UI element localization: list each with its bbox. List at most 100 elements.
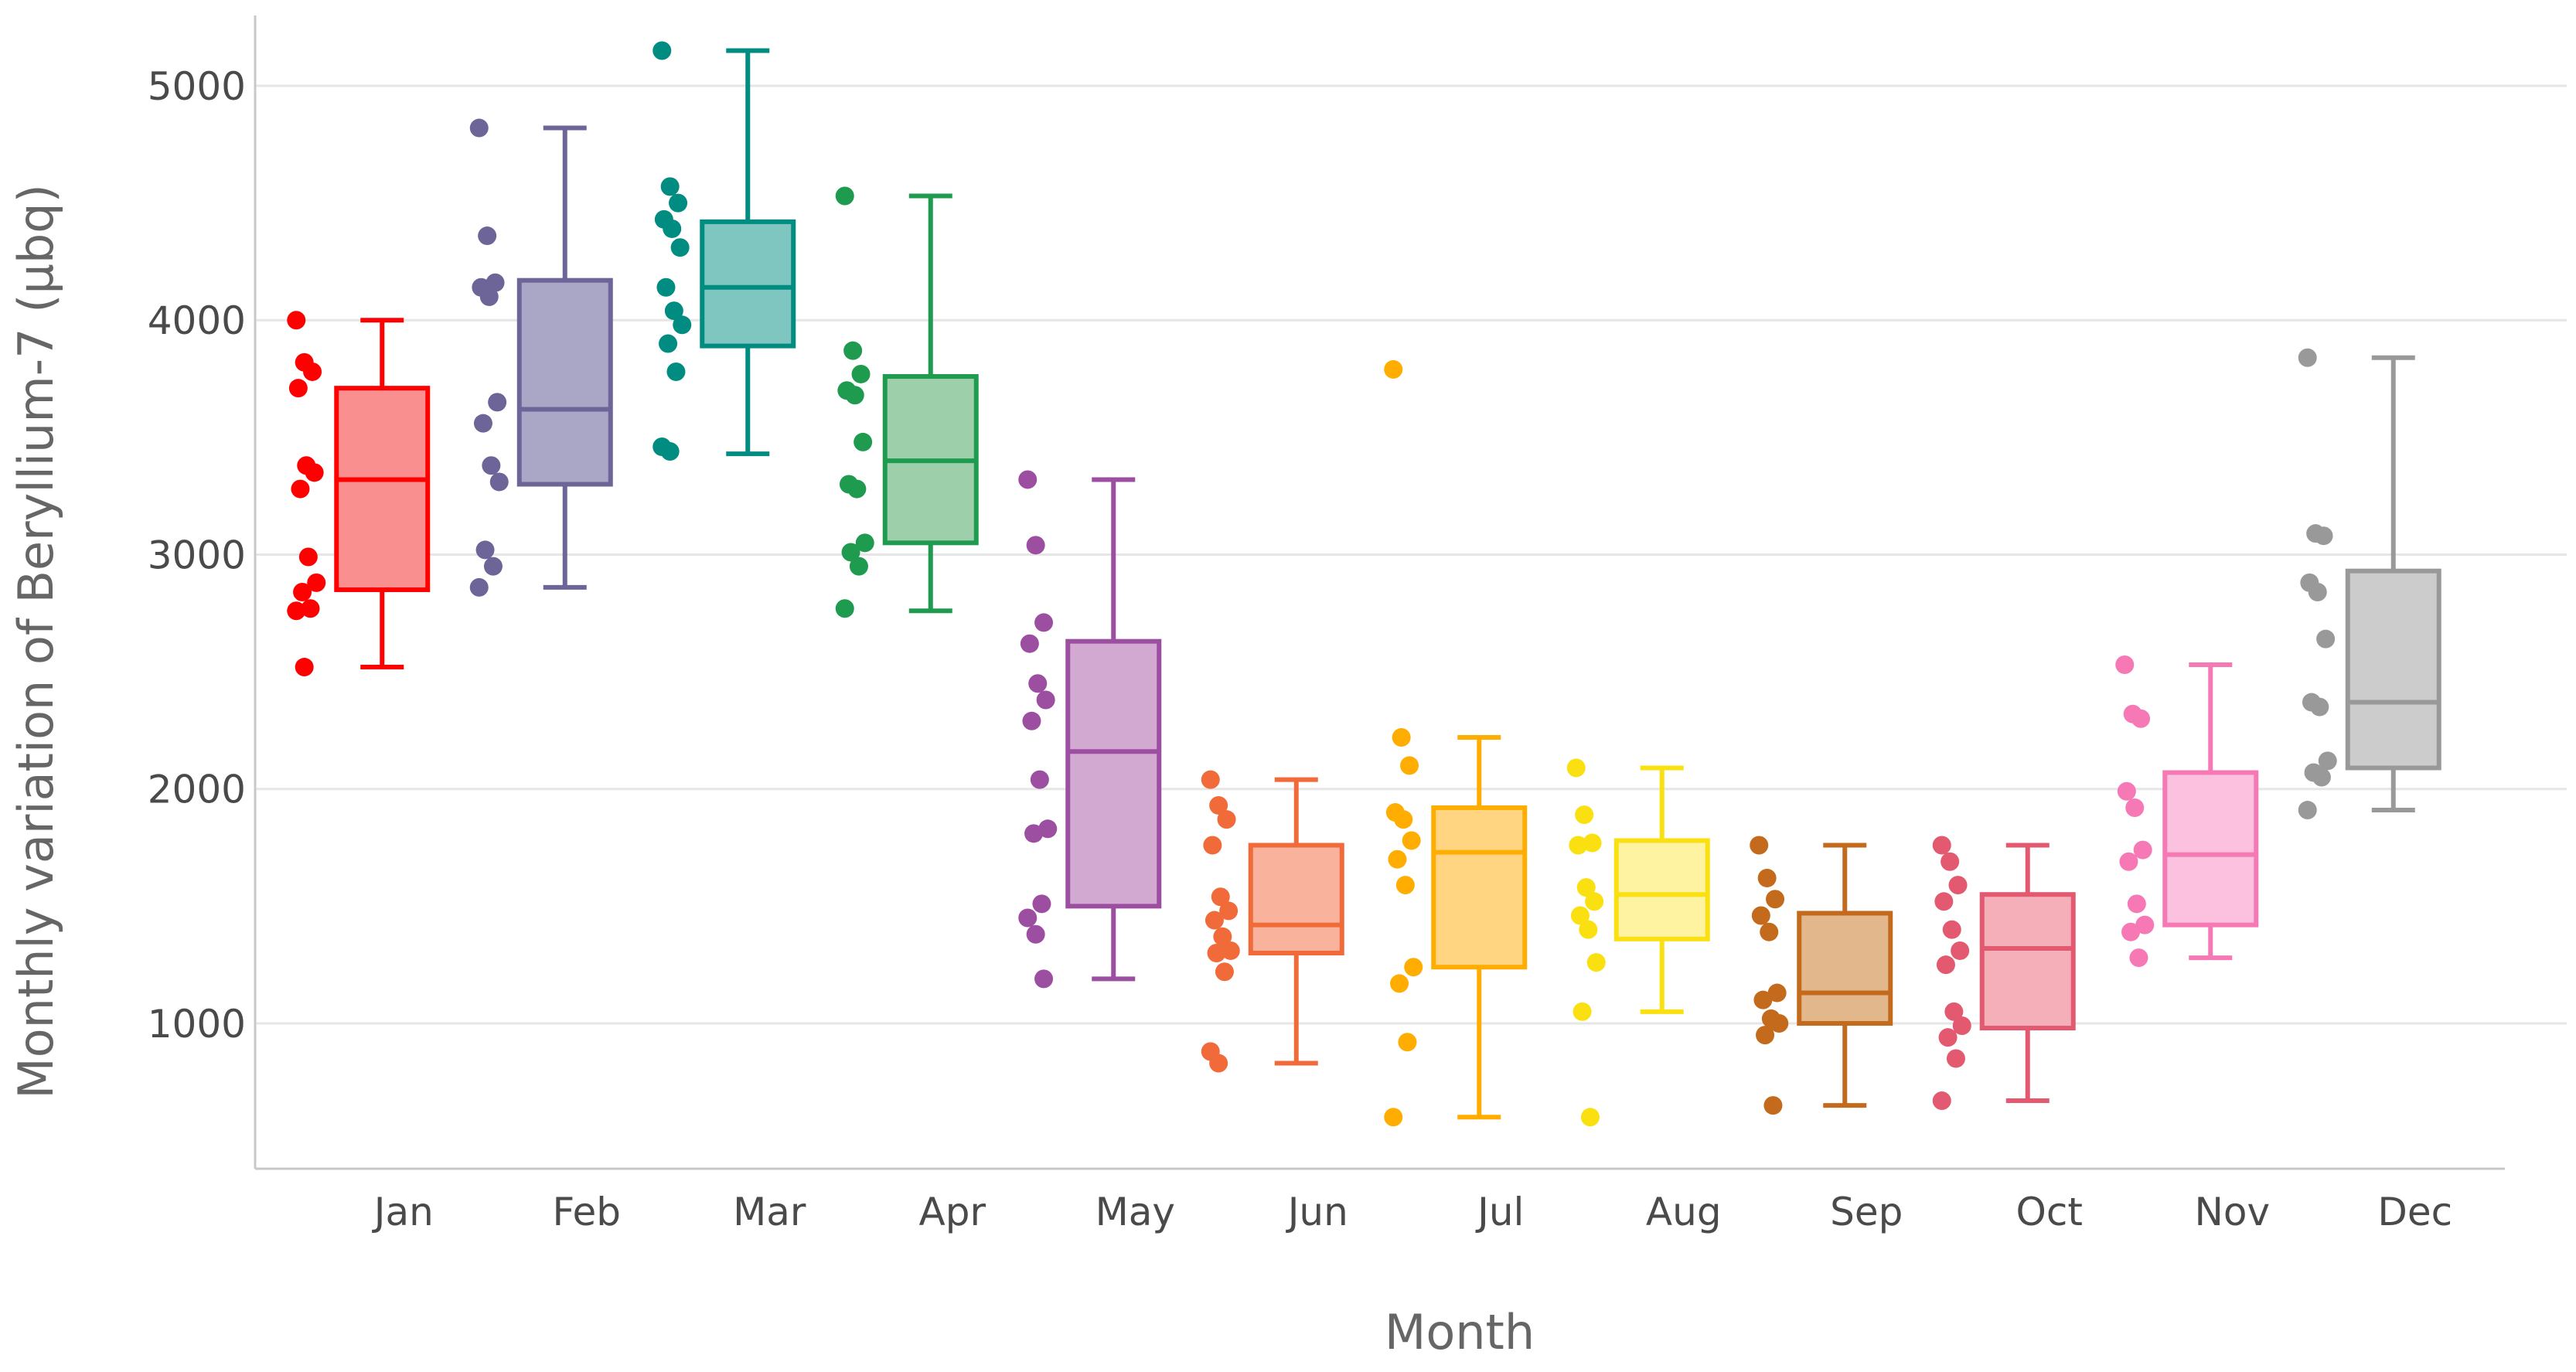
box-jan [334, 318, 431, 670]
x-tick-label-apr: Apr [919, 1190, 986, 1234]
box-may [1065, 477, 1162, 982]
point-dec [2318, 751, 2337, 771]
point-jan [307, 573, 326, 592]
box-aug [1613, 765, 1710, 1014]
point-oct [1944, 1002, 1964, 1021]
x-tick-label-oct: Oct [2016, 1190, 2083, 1234]
point-feb [475, 540, 495, 560]
point-aug [1570, 906, 1590, 925]
point-feb [469, 577, 489, 597]
y-tick-label: 2000 [148, 768, 246, 812]
point-may [1026, 924, 1045, 944]
point-jul [1402, 831, 1421, 850]
point-jul [1398, 1033, 1417, 1052]
point-oct [1938, 1028, 1958, 1047]
point-nov [2119, 852, 2138, 871]
point-may [1018, 470, 1038, 489]
box-iqr-oct [1979, 892, 2076, 1031]
point-may [1036, 690, 1055, 710]
point-mar [660, 177, 680, 196]
point-jul [1388, 849, 1407, 869]
point-may [1018, 908, 1038, 928]
point-jun [1209, 1054, 1228, 1073]
box-iqr-aug [1613, 838, 1710, 941]
point-may [1020, 634, 1039, 653]
point-may [1028, 674, 1048, 693]
x-tick-label-sep: Sep [1830, 1190, 1903, 1234]
point-apr [845, 386, 864, 405]
point-nov [2129, 948, 2148, 968]
point-sep [1756, 1026, 1775, 1045]
point-jan [303, 362, 322, 381]
point-mar [653, 41, 672, 60]
axes [254, 15, 2505, 1170]
box-nov [2162, 662, 2259, 961]
point-feb [479, 287, 499, 306]
point-dec [2316, 629, 2336, 649]
point-may [1022, 711, 1041, 730]
point-jun [1209, 795, 1228, 815]
point-jul [1404, 958, 1423, 977]
point-apr [835, 186, 854, 206]
y-tick-labels: 1000 2000 3000 4000 5000 [148, 64, 246, 1047]
box-iqr-sep [1797, 911, 1893, 1026]
point-jan [291, 479, 310, 499]
point-dec [2308, 583, 2327, 601]
x-tick-label-jun: Jun [1286, 1190, 1348, 1234]
point-dec [2312, 768, 2331, 787]
point-may [1030, 770, 1049, 789]
point-mar [669, 193, 688, 213]
point-aug [1583, 833, 1602, 853]
y-tick-label: 5000 [148, 64, 246, 109]
box-iqr-jul [1431, 805, 1528, 970]
box-iqr-may [1065, 638, 1162, 909]
point-jan [287, 311, 306, 330]
point-may [1024, 824, 1044, 843]
point-feb [478, 226, 497, 246]
point-jan [287, 601, 306, 621]
point-jun [1205, 911, 1224, 930]
point-sep [1767, 983, 1787, 1003]
point-oct [1942, 920, 1961, 939]
box-iqr-feb [516, 277, 613, 487]
point-jul [1384, 1108, 1403, 1127]
box-apr [882, 193, 979, 614]
point-nov [2127, 894, 2146, 914]
point-jul [1392, 728, 1411, 747]
point-aug [1566, 758, 1586, 778]
data-points [287, 41, 2337, 1127]
point-mar [664, 301, 683, 321]
point-apr [847, 479, 867, 499]
x-tick-labels: Jan Feb Mar Apr May Jun Jul Aug Sep Oct Nov Dec [372, 1190, 2452, 1234]
point-apr [841, 543, 860, 562]
point-may [1032, 894, 1051, 914]
point-nov [2135, 915, 2155, 935]
point-jun [1221, 941, 1240, 960]
point-dec [2298, 348, 2317, 367]
box-jun [1248, 777, 1344, 1066]
point-oct [1936, 955, 1955, 975]
point-mar [656, 277, 676, 297]
y-tick-label: 4000 [148, 298, 246, 343]
box-dec [2345, 355, 2441, 813]
x-tick-label-mar: Mar [733, 1190, 806, 1234]
point-may [1034, 969, 1054, 989]
point-mar [659, 334, 678, 353]
point-feb [482, 456, 501, 475]
point-nov [2133, 840, 2152, 860]
point-apr [854, 432, 873, 451]
point-dec [2298, 801, 2317, 820]
point-mar [670, 238, 690, 257]
point-aug [1576, 878, 1596, 897]
point-may [1034, 613, 1054, 632]
point-oct [1932, 836, 1951, 855]
point-jul [1394, 810, 1413, 829]
point-oct [1951, 941, 1970, 960]
point-jan [298, 547, 318, 567]
point-sep [1750, 836, 1769, 855]
point-aug [1579, 920, 1598, 939]
point-jun [1219, 901, 1239, 921]
point-aug [1569, 836, 1588, 855]
point-sep [1763, 1096, 1783, 1115]
